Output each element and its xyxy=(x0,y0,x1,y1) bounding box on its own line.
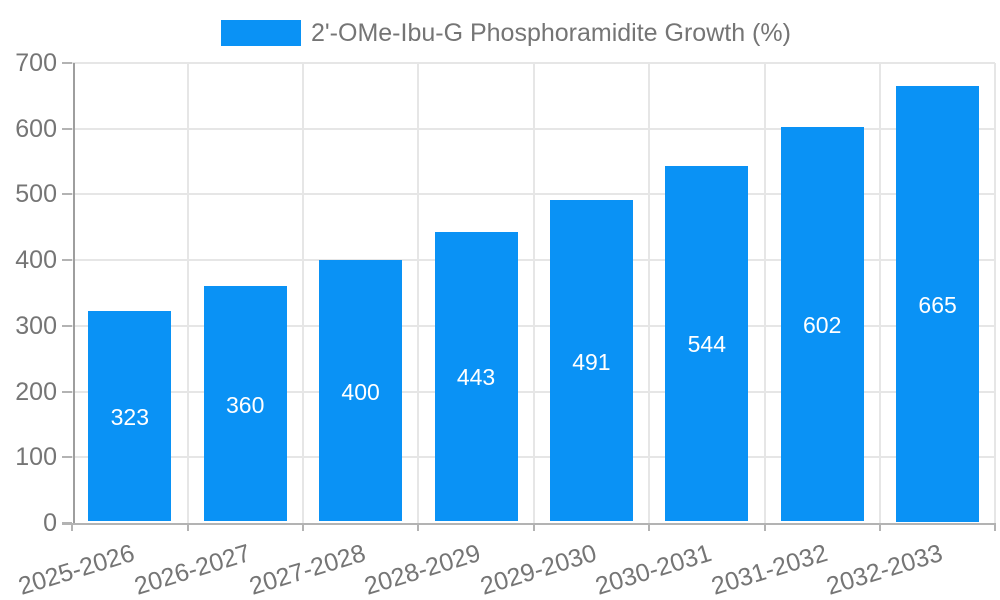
v-gridline xyxy=(532,63,535,523)
y-axis-tick-label: 100 xyxy=(15,443,57,472)
v-gridline xyxy=(763,63,766,523)
bar-value-label: 443 xyxy=(456,364,496,391)
bar[interactable] xyxy=(203,286,287,522)
bar-value-label: 665 xyxy=(918,291,957,318)
v-gridline xyxy=(994,63,997,523)
y-axis-tick xyxy=(62,127,73,130)
x-axis-tick xyxy=(417,523,420,531)
x-axis-category-label: 2031-2032 xyxy=(707,539,831,600)
bar-value-label: 400 xyxy=(341,378,380,405)
v-gridline xyxy=(648,63,651,523)
x-axis-category-label: 2032-2033 xyxy=(823,539,946,600)
bar[interactable] xyxy=(665,165,749,522)
x-axis-category-label: 2026-2027 xyxy=(130,539,254,600)
v-gridline xyxy=(186,63,189,523)
y-axis-tick xyxy=(62,390,73,393)
bar-value-label: 544 xyxy=(687,331,726,358)
y-axis-tick-label: 600 xyxy=(15,114,57,143)
x-axis-tick xyxy=(532,523,535,531)
y-axis-tick xyxy=(62,62,73,64)
legend: 2'-OMe-Ibu-G Phosphoramidite Growth (%) xyxy=(221,19,791,47)
x-axis-tick xyxy=(878,523,881,531)
bar[interactable] xyxy=(896,86,980,522)
y-axis-tick xyxy=(62,456,73,459)
y-axis-tick xyxy=(62,193,73,196)
y-axis-tick-label: 700 xyxy=(15,49,57,77)
bar-value-label: 491 xyxy=(572,348,611,375)
y-axis-tick xyxy=(62,324,73,327)
bar[interactable] xyxy=(549,200,633,522)
bar-value-label: 602 xyxy=(803,312,842,339)
y-axis-line xyxy=(72,63,75,523)
bar[interactable] xyxy=(319,260,403,522)
v-gridline xyxy=(417,63,420,523)
x-axis-category-label: 2025-2026 xyxy=(15,539,138,600)
x-axis-category-label: 2028-2029 xyxy=(361,539,485,600)
x-axis-tick xyxy=(71,523,74,531)
y-axis-tick-label: 200 xyxy=(15,377,57,406)
y-axis-tick-label: 300 xyxy=(15,311,57,340)
x-axis-category-label: 2030-2031 xyxy=(592,539,715,600)
bar[interactable] xyxy=(780,127,864,522)
x-axis-line xyxy=(62,522,996,525)
v-gridline xyxy=(878,63,881,523)
x-axis-category-label: 2029-2030 xyxy=(477,539,600,600)
x-axis-tick xyxy=(994,523,997,531)
y-axis-tick-label: 0 xyxy=(43,509,57,537)
bar-value-label: 323 xyxy=(110,403,149,430)
x-axis-tick xyxy=(648,523,651,531)
bar[interactable] xyxy=(434,231,518,522)
legend-series-label: 2'-OMe-Ibu-G Phosphoramidite Growth (%) xyxy=(311,19,791,47)
v-gridline xyxy=(301,63,304,523)
y-axis-tick-label: 400 xyxy=(15,246,57,275)
bar[interactable] xyxy=(88,310,172,522)
legend-color-swatch xyxy=(221,20,301,46)
x-axis-tick xyxy=(763,523,766,531)
x-axis-category-label: 2027-2028 xyxy=(246,539,369,600)
y-axis-tick-label: 500 xyxy=(15,180,57,209)
x-axis-tick xyxy=(186,523,189,531)
bar-value-label: 360 xyxy=(226,391,265,418)
y-axis-tick xyxy=(62,259,73,262)
x-axis-tick xyxy=(301,523,304,531)
